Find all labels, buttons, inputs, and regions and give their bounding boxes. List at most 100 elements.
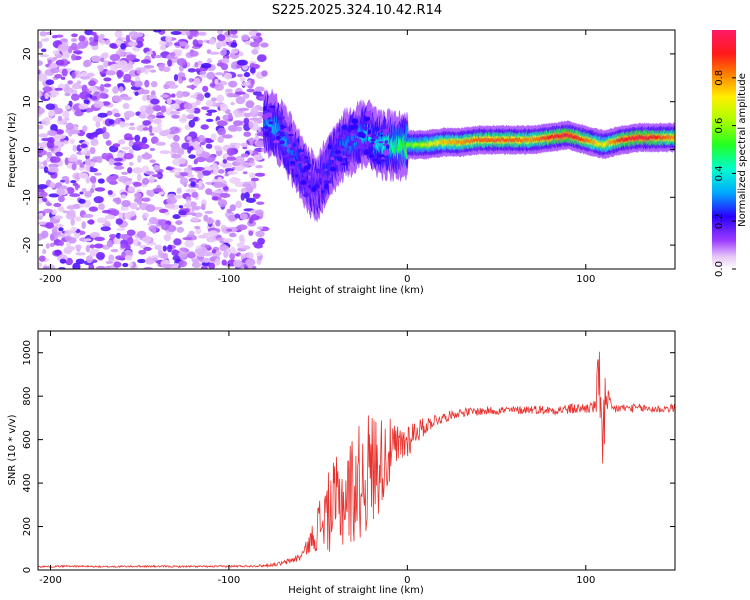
spectrogram-noise-blob	[234, 91, 246, 95]
spectrogram-scatter-blob	[321, 183, 325, 189]
spectrogram-noise-blob	[167, 59, 173, 67]
spectrogram-noise-blob	[116, 69, 124, 78]
spectrogram-noise-blob	[197, 39, 204, 45]
spectrogram-noise-blob	[122, 103, 130, 110]
y-tick-label: 600	[22, 430, 33, 449]
spectrogram-noise-blob	[67, 157, 79, 162]
spectrogram-noise-blob	[252, 154, 264, 161]
spectrogram-noise-blob	[69, 193, 81, 198]
spectrogram-noise-blob	[170, 93, 176, 98]
spectrogram-noise-blob	[189, 201, 197, 207]
spectrogram-noise-blob	[51, 35, 58, 39]
spectrogram-scatter-blob	[364, 111, 372, 117]
spectrogram-scatter-blob	[336, 131, 340, 136]
spectrogram-noise-blob	[234, 213, 241, 219]
y-tick-label: 1000	[22, 340, 33, 365]
x-tick-label: -200	[39, 274, 62, 285]
spectrogram-noise-blob	[113, 261, 122, 268]
spectrogram-noise-blob	[178, 157, 186, 164]
spectrogram-noise-blob	[142, 127, 149, 131]
spectrogram-noise-blob	[150, 136, 159, 144]
spectrogram-noise-blob	[70, 218, 75, 226]
spectrogram-noise-blob	[217, 169, 225, 174]
spectrogram-noise-blob	[171, 153, 182, 159]
spectrogram-noise-blob	[44, 92, 49, 100]
spectrogram-scatter-blob	[366, 148, 372, 154]
spectrogram-noise-blob	[50, 124, 58, 132]
spectrogram-noise-blob	[45, 103, 56, 110]
spectrogram-y-label: Frequency (Hz)	[7, 112, 18, 188]
spectrogram-noise-blob	[214, 78, 219, 85]
spectrogram-noise-blob	[82, 213, 94, 218]
spectrogram-noise-blob	[50, 234, 55, 241]
spectrogram-noise-blob	[80, 150, 87, 155]
spectrogram-noise-blob	[245, 197, 256, 203]
spectrogram-noise-blob	[75, 258, 85, 265]
spectrogram-noise-blob	[226, 247, 231, 254]
spectrogram-noise-blob	[223, 238, 234, 243]
spectrogram-noise-blob	[249, 36, 260, 39]
spectrogram-noise-blob	[112, 95, 123, 103]
spectrogram-noise-blob	[154, 244, 163, 251]
spectrogram-noise-blob	[256, 132, 265, 137]
spectrogram-noise-blob	[79, 202, 85, 208]
spectrogram-noise-blob	[135, 76, 141, 82]
spectrogram-scatter-blob	[374, 127, 380, 132]
spectrogram-noise-blob	[246, 88, 255, 93]
spectrogram-noise-blob	[89, 244, 96, 249]
spectrogram-noise-blob	[71, 93, 80, 102]
spectrogram-noise-blob	[38, 261, 42, 269]
spectrogram-noise-blob	[60, 38, 68, 43]
spectrogram-noise-blob	[113, 165, 125, 170]
spectrogram-noise-blob	[129, 162, 134, 166]
spectrogram-noise-blob	[166, 197, 178, 205]
spectrogram-noise-blob	[60, 179, 66, 183]
spectrogram-noise-blob	[100, 226, 111, 232]
spectrogram-noise-blob	[200, 124, 209, 130]
spectrogram-noise-blob	[78, 172, 88, 179]
spectrogram-noise-blob	[153, 105, 162, 112]
spectrogram-scatter-blob	[341, 155, 347, 159]
spectrogram-noise-blob	[136, 230, 147, 238]
spectrogram-noise-blob	[198, 31, 207, 36]
spectrogram-noise-blob	[219, 193, 231, 198]
spectrogram-noise-blob	[199, 151, 211, 159]
spectrogram-noise-blob	[227, 170, 238, 175]
spectrogram-noise-blob	[260, 42, 269, 48]
spectrogram-noise-blob	[80, 143, 88, 149]
spectrogram-noise-blob	[176, 90, 184, 99]
spectrogram-scatter-blob	[327, 144, 332, 150]
y-tick-label: 200	[22, 517, 33, 536]
spectrogram-noise-blob	[253, 194, 260, 200]
spectrogram-noise-blob	[97, 178, 105, 184]
spectrogram-noise-blob	[163, 83, 170, 90]
spectrogram-noise-blob	[105, 260, 114, 265]
spectrogram-scatter-blob	[382, 149, 390, 156]
spectrogram-noise-blob	[46, 151, 52, 158]
spectrogram-noise-blob	[90, 187, 95, 194]
spectrogram-noise-blob	[183, 102, 193, 110]
spectrogram-noise-blob	[155, 141, 166, 146]
spectrogram-noise-blob	[149, 147, 156, 152]
colorbar-tick-label: 0.4	[714, 165, 725, 181]
spectrogram-scatter-blob	[286, 144, 292, 148]
spectrogram-noise-blob	[141, 197, 151, 202]
spectrogram-scatter-blob	[301, 169, 307, 173]
spectrogram-noise-blob	[54, 74, 63, 79]
spectrogram-noise-blob	[178, 205, 184, 209]
spectrogram-noise-blob	[210, 133, 217, 141]
spectrogram-noise-blob	[125, 34, 131, 43]
spectrogram-noise-blob	[165, 55, 177, 60]
spectrogram-noise-blob	[42, 266, 50, 269]
spectrogram-scatter-blob	[264, 125, 269, 130]
spectrogram-noise-blob	[38, 107, 45, 115]
spectrogram-noise-blob	[257, 237, 265, 245]
spectrogram-noise-blob	[60, 76, 66, 80]
spectrogram-noise-blob	[160, 45, 167, 51]
spectrogram-noise-blob	[68, 209, 76, 217]
snr-y-label: SNR (10 * v/v)	[7, 414, 18, 485]
spectrogram-noise-blob	[191, 167, 202, 171]
spectrogram-noise-blob	[70, 226, 78, 232]
spectrogram-noise-blob	[76, 80, 82, 85]
spectrogram-noise-blob	[121, 171, 129, 175]
